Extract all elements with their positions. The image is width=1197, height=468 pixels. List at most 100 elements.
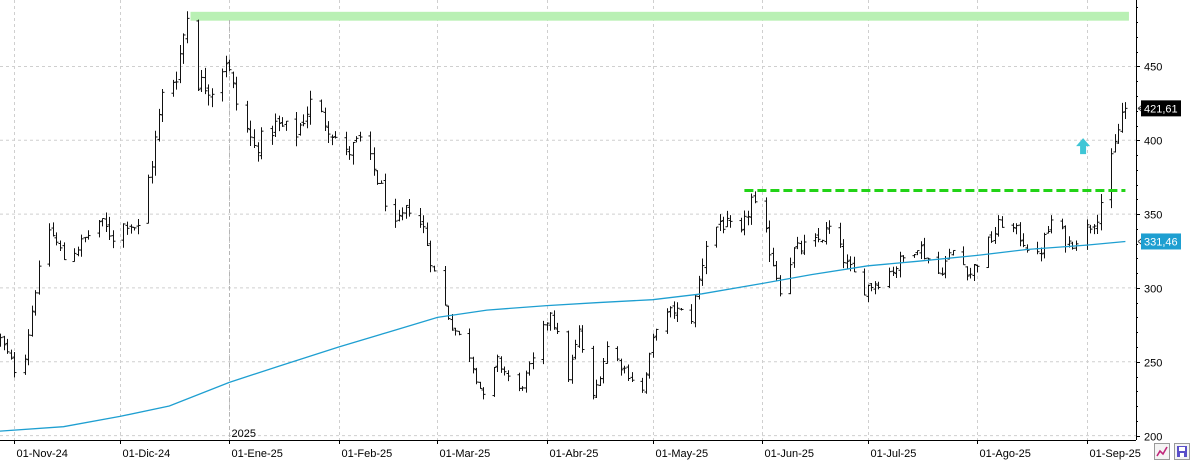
- ohlc-bar: [79, 234, 84, 257]
- ohlc-bar: [951, 249, 956, 256]
- ohlc-bar: [383, 173, 388, 212]
- ohlc-bar: [891, 266, 896, 277]
- ohlc-bar: [1018, 222, 1023, 247]
- ohlc-bar: [397, 209, 402, 222]
- ohlc-bar: [104, 212, 109, 233]
- ohlc-bar: [174, 71, 179, 90]
- ohlc-bar: [1042, 232, 1047, 259]
- ohlc-bar: [185, 11, 190, 44]
- ohlc-bar: [675, 302, 680, 322]
- ohlc-bar: [301, 114, 306, 127]
- ohlc-bar: [749, 193, 754, 225]
- x-tick-label: 01-Jun-25: [765, 448, 815, 460]
- ohlc-bar: [704, 240, 709, 275]
- resistance-band: [190, 11, 1129, 21]
- ohlc-bar: [199, 70, 204, 92]
- ohlc-bar: [203, 67, 208, 95]
- ohlc-bar: [121, 223, 126, 248]
- last-price-badge: [1141, 100, 1181, 117]
- y-tick-label: 200: [1144, 432, 1162, 444]
- ohlc-bar: [245, 100, 250, 133]
- x-tick-label: 01-Feb-25: [342, 448, 393, 460]
- ohlc-bar: [651, 333, 656, 358]
- ohlc-bar: [922, 237, 927, 260]
- ohlc-bar: [788, 257, 793, 295]
- ohlc-bar: [824, 222, 829, 245]
- ohlc-bar: [866, 284, 871, 303]
- ohlc-bar: [474, 367, 479, 385]
- y-tick-label: 400: [1144, 136, 1162, 148]
- ohlc-bar: [273, 113, 278, 137]
- ohlc-bar: [62, 242, 67, 261]
- ohlc-bar: [718, 214, 723, 232]
- ohlc-bar: [520, 386, 525, 391]
- ohlc-bar: [630, 372, 635, 382]
- ohlc-bar: [1046, 225, 1051, 234]
- ohlc-bar: [972, 264, 977, 281]
- ohlc-bar: [753, 191, 758, 204]
- ohlc-bar: [467, 328, 472, 363]
- ohlc-bar: [37, 260, 42, 295]
- x-tick-label: 01-Jul-25: [871, 448, 917, 460]
- ohlc-bar: [1088, 224, 1093, 234]
- ohlc-bar: [943, 255, 948, 279]
- ohlc-bar: [86, 230, 91, 240]
- ohlc-bar: [714, 226, 719, 248]
- ohlc-bar: [778, 275, 783, 297]
- ohlc-bar: [256, 142, 261, 162]
- ohlc-bar: [725, 210, 730, 228]
- x-tick-label: 01-Ene-25: [232, 448, 283, 460]
- ohlc-bar: [492, 366, 497, 397]
- ohlc-bar: [1116, 123, 1121, 144]
- ohlc-bar: [601, 358, 606, 384]
- ohlc-bar: [615, 346, 620, 362]
- arrow-up-icon: [1076, 138, 1091, 155]
- x-tick-label: 01-Abr-25: [550, 448, 599, 460]
- ohlc-bar: [887, 267, 892, 288]
- ohlc-bar: [545, 322, 550, 331]
- ohlc-bar: [679, 308, 684, 311]
- ohlc-bar: [33, 290, 38, 316]
- ohlc-bar: [915, 250, 920, 256]
- ohlc-bar: [647, 352, 652, 379]
- ohlc-bar: [478, 381, 483, 389]
- ohlc-bar: [845, 254, 850, 270]
- ohlc-bar: [319, 99, 324, 113]
- ohlc-bar: [506, 370, 511, 382]
- ohlc-bar: [2, 335, 7, 351]
- ohlc-bar: [421, 215, 426, 234]
- x-tick-label: 01-May-25: [656, 448, 709, 460]
- ohlc-bar: [1109, 148, 1114, 209]
- ohlc-bar: [308, 90, 313, 125]
- ohlc-bar: [227, 59, 232, 72]
- ohlc-bar: [1113, 134, 1118, 153]
- chart-icon[interactable]: [1154, 443, 1170, 460]
- ohlc-bar: [248, 120, 253, 146]
- ohlc-bar: [1067, 236, 1072, 248]
- moving-average-line: [0, 240, 1126, 432]
- ohlc-bar: [552, 310, 557, 330]
- ohlc-bar: [665, 308, 670, 334]
- ohlc-bar: [820, 239, 825, 243]
- ohlc-bar: [305, 106, 310, 129]
- ohlc-bar: [72, 248, 77, 263]
- ohlc-bar: [873, 281, 878, 295]
- ohlc-bar: [393, 198, 398, 228]
- ohlc-bar: [323, 107, 328, 132]
- ohlc-bar: [252, 129, 257, 149]
- ohlc-bar: [224, 55, 229, 78]
- ohlc-bar: [792, 247, 797, 268]
- ohlc-bar: [527, 361, 532, 376]
- ohlc-bar: [54, 232, 59, 246]
- ohlc-bar: [294, 112, 299, 147]
- x-tick-label: 01-Ago-25: [980, 448, 1031, 460]
- ohlc-bar: [626, 364, 631, 382]
- ohlc-bar: [548, 312, 553, 331]
- ohlc-bar: [799, 240, 804, 255]
- ohlc-bar: [993, 226, 998, 244]
- ohlc-bar: [326, 121, 331, 143]
- save-icon[interactable]: [1174, 443, 1190, 460]
- ohlc-bar: [425, 222, 430, 247]
- ohlc-bar: [852, 256, 857, 273]
